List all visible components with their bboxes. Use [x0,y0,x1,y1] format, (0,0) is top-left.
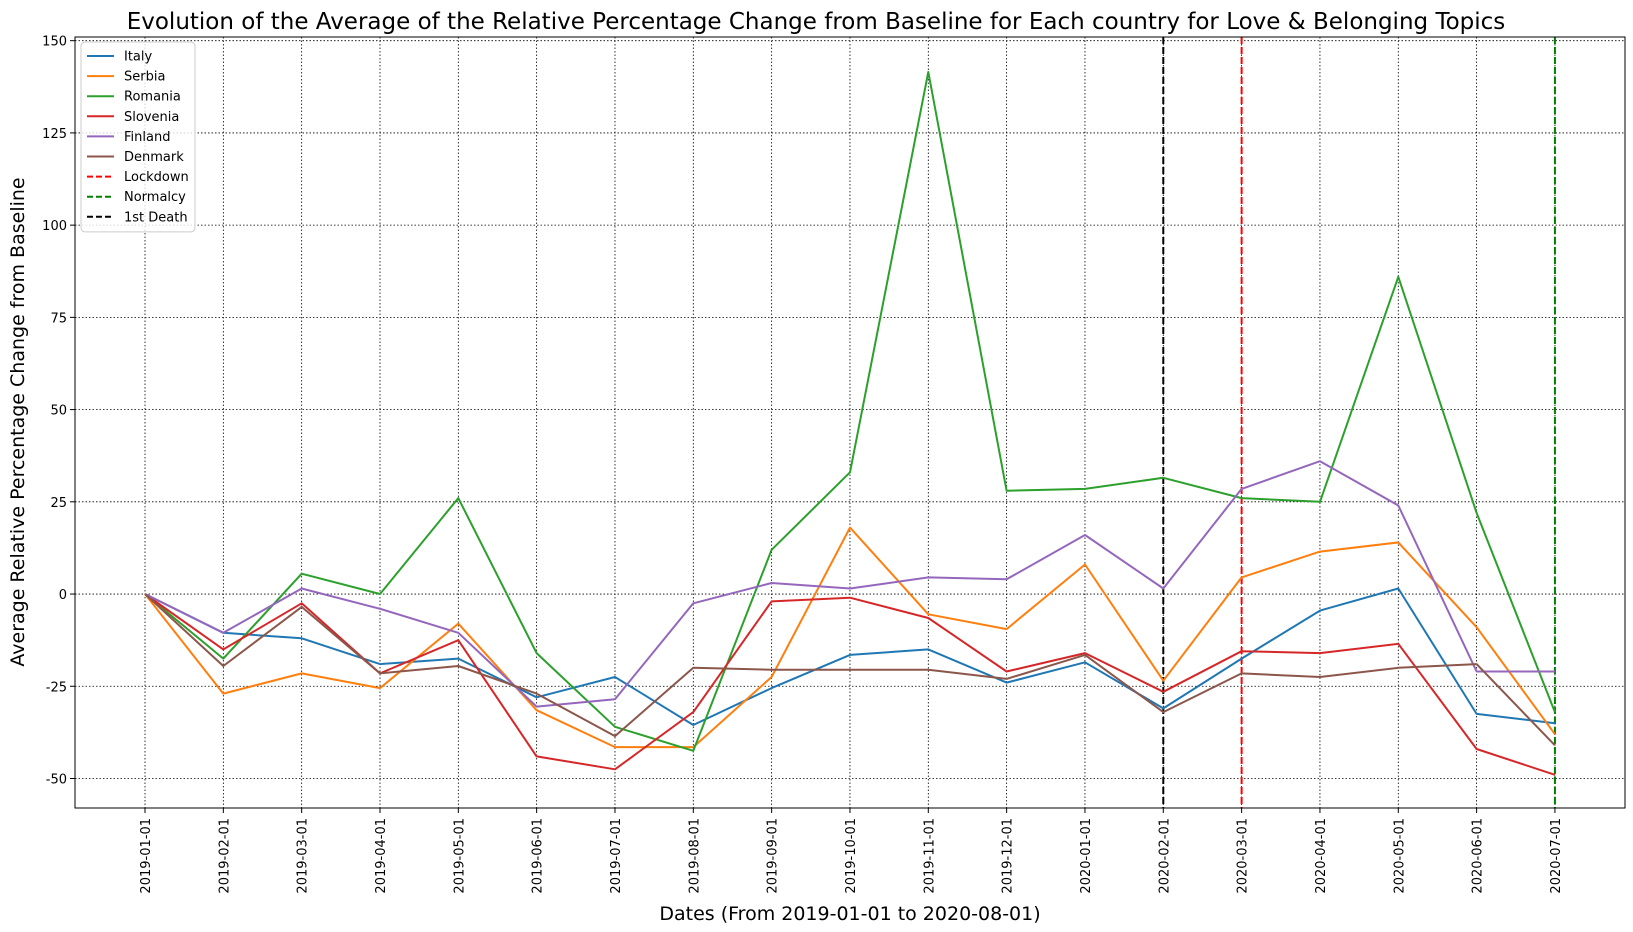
legend-label: Italy [124,50,153,65]
series-lines [144,71,1556,776]
y-tick-label: 100 [42,219,67,234]
legend-label: Finland [124,130,170,145]
legend-box [80,41,196,233]
y-tick-label: 50 [50,404,67,419]
x-tick-label: 2019-10-01 [844,818,859,894]
chart-title: Evolution of the Average of the Relative… [127,9,1506,35]
x-tick-label: 2019-04-01 [374,818,389,894]
x-axis-label: Dates (From 2019-01-01 to 2020-08-01) [659,903,1040,925]
x-tick-label: 2019-11-01 [922,818,937,894]
legend-label: 1st Death [124,210,188,225]
series-line-finland [144,460,1555,708]
x-tick-label: 2020-02-01 [1157,818,1172,894]
y-axis-ticks: -50 -25 0 25 50 75 100 125 150 [42,35,75,787]
y-tick-label: 150 [42,35,67,50]
x-tick-label: 2019-05-01 [452,818,467,894]
x-tick-label: 2019-12-01 [1001,818,1016,894]
series-line-italy [144,587,1556,726]
x-tick-label: 2019-06-01 [531,818,546,894]
x-tick-label: 2019-08-01 [687,818,702,894]
x-tick-label: 2019-03-01 [296,818,311,894]
y-tick-label: 0 [59,588,67,603]
x-tick-label: 2020-01-01 [1079,818,1094,894]
series-line-serbia [144,526,1556,749]
legend-label: Romania [124,90,181,105]
y-tick-label: 125 [42,127,67,142]
x-tick-label: 2019-07-01 [609,818,624,894]
legend-label: Serbia [124,70,165,85]
x-tick-label: 2020-06-01 [1471,818,1486,894]
y-tick-label: -25 [46,680,67,695]
x-tick-label: 2019-01-01 [139,818,154,894]
x-tick-label: 2019-09-01 [766,818,781,894]
grid [75,37,1625,808]
x-tick-label: 2020-04-01 [1314,818,1329,894]
x-tick-label: 2019-02-01 [217,818,232,894]
series-line-denmark [144,593,1556,746]
legend-label: Denmark [124,150,184,165]
series-line-romania [144,71,1556,752]
legend-label: Lockdown [124,170,189,185]
legend: Italy Serbia Romania Slovenia Finland Denmark… [80,41,196,233]
legend-label: Normalcy [124,190,186,205]
x-tick-label: 2020-05-01 [1392,818,1407,894]
x-axis-ticks: 2019-01-01 2019-02-01 2019-03-01 2019-04-01… [139,808,1564,894]
event-lines [1162,37,1556,808]
x-tick-label: 2020-07-01 [1549,818,1564,894]
x-tick-label: 2020-03-01 [1236,818,1251,894]
y-tick-label: 75 [50,311,67,326]
y-tick-label: -50 [46,772,67,787]
y-tick-label: 25 [50,496,67,511]
legend-label: Slovenia [124,110,179,125]
y-axis-label: Average Relative Percentage Change from … [7,177,29,666]
